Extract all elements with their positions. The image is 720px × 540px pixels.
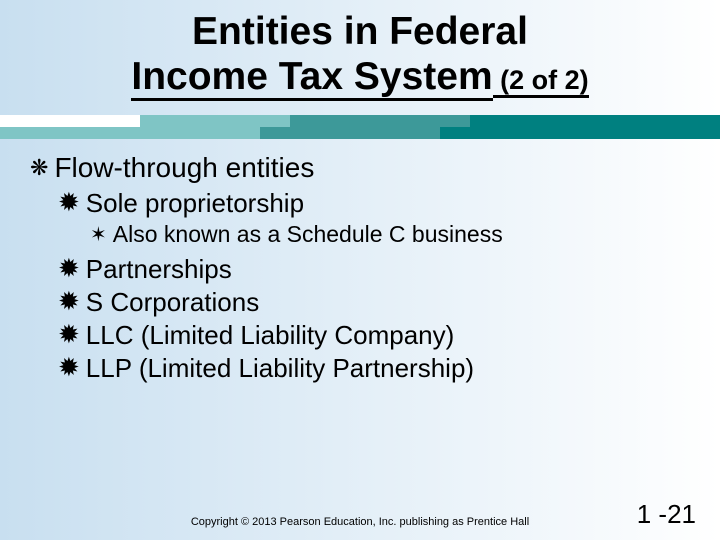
title-line1: Entities in Federal bbox=[192, 10, 528, 53]
bullet-level2-item: ✹ Sole proprietorship bbox=[58, 188, 690, 219]
slide-title: Entities in Federal Income Tax System (2… bbox=[131, 10, 588, 100]
bullet-icon-l3: ✶ bbox=[90, 222, 107, 247]
level2-text: LLC (Limited Liability Company) bbox=[86, 320, 454, 351]
bullet-icon-l2: ✹ bbox=[58, 286, 80, 317]
bullet-icon-l2: ✹ bbox=[58, 253, 80, 284]
level3-text: Also known as a Schedule C business bbox=[113, 221, 503, 248]
bullet-icon-l2: ✹ bbox=[58, 319, 80, 350]
level2-text: LLP (Limited Liability Partnership) bbox=[86, 353, 474, 384]
bar-row-2 bbox=[0, 127, 720, 139]
level2-text: S Corporations bbox=[86, 287, 259, 318]
bullet-icon-l1: ❋ bbox=[30, 155, 48, 181]
bar-seg bbox=[0, 127, 260, 139]
footer-copyright: Copyright © 2013 Pearson Education, Inc.… bbox=[0, 516, 720, 528]
content-area: ❋ Flow-through entities ✹ Sole proprieto… bbox=[30, 152, 690, 386]
bar-seg bbox=[140, 115, 290, 127]
bar-seg bbox=[440, 127, 720, 139]
bullet-icon-l2: ✹ bbox=[58, 352, 80, 383]
bullet-level2-item: ✹ Partnerships bbox=[58, 254, 690, 285]
title-line2-suffix: (2 of 2) bbox=[493, 65, 589, 98]
bullet-level3-item: ✶ Also known as a Schedule C business bbox=[90, 221, 690, 248]
bar-seg bbox=[470, 115, 720, 127]
bullet-level2-item: ✹ LLP (Limited Liability Partnership) bbox=[58, 353, 690, 384]
bullet-icon-l2: ✹ bbox=[58, 187, 80, 218]
bullet-level2-item: ✹ LLC (Limited Liability Company) bbox=[58, 320, 690, 351]
bar-row-1 bbox=[0, 115, 720, 127]
page-number: 1 -21 bbox=[637, 499, 696, 530]
level2-text: Sole proprietorship bbox=[86, 188, 304, 219]
bullet-level1-item: ❋ Flow-through entities bbox=[30, 152, 690, 184]
title-area: Entities in Federal Income Tax System (2… bbox=[0, 0, 720, 100]
slide-container: Entities in Federal Income Tax System (2… bbox=[0, 0, 720, 540]
level2-text: Partnerships bbox=[86, 254, 232, 285]
bar-seg bbox=[290, 115, 470, 127]
title-line2-main: Income Tax System bbox=[131, 55, 492, 101]
decorative-bars bbox=[0, 115, 720, 145]
level1-text: Flow-through entities bbox=[54, 152, 314, 184]
bar-seg bbox=[0, 115, 140, 127]
bar-seg bbox=[260, 127, 440, 139]
bullet-level2-item: ✹ S Corporations bbox=[58, 287, 690, 318]
